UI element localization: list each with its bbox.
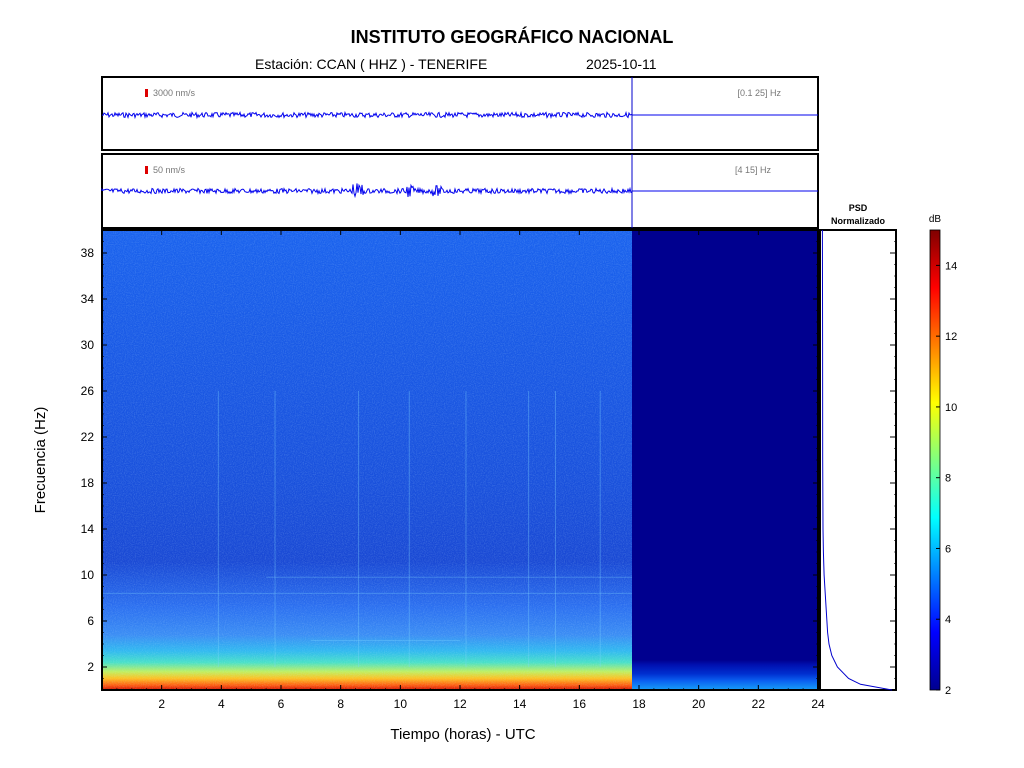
x-tick-label: 24 (811, 697, 825, 711)
y-tick-label: 34 (81, 292, 95, 306)
x-tick-label: 2 (158, 697, 165, 711)
y-tick-label: 38 (81, 246, 95, 260)
x-tick-label: 18 (632, 697, 646, 711)
y-tick-label: 14 (81, 522, 95, 536)
trace-1-scale-label: 3000 nm/s (153, 88, 196, 98)
psd-frame (819, 229, 897, 691)
x-axis: 2 4 6 8 10 12 14 16 18 20 22 24 (116, 230, 825, 711)
spectrogram-spectral-lines (102, 391, 634, 667)
spectrogram-no-data-area (632, 230, 818, 690)
colorbar-tick-label: 6 (945, 543, 951, 555)
y-tick-label: 30 (81, 338, 95, 352)
x-tick-label: 10 (394, 697, 408, 711)
colorbar-tick-label: 4 (945, 614, 951, 626)
trace-panel-1: 3000 nm/s [0.1 25] Hz (101, 76, 819, 151)
colorbar-tick-label: 2 (945, 685, 951, 697)
x-tick-label: 20 (692, 697, 706, 711)
y-axis-label: Frecuencia (Hz) (32, 407, 49, 514)
station-label: Estación: CCAN ( HHZ ) - TENERIFE (255, 56, 488, 72)
spectrogram: 2 4 6 8 10 12 14 16 18 20 22 24 261014182226303438 … (32, 229, 825, 743)
colorbar-ticks: 2 4 6 8 10 12 14 (936, 260, 957, 697)
y-tick-label: 10 (81, 568, 95, 582)
psd-ticks (890, 241, 896, 679)
y-tick-label: 2 (87, 660, 94, 674)
psd-curve (821, 229, 893, 691)
colorbar-label: dB (929, 214, 942, 225)
trace-2-scale-bar (145, 166, 148, 174)
x-tick-label: 14 (513, 697, 527, 711)
psd-subtitle: Normalizado (831, 216, 886, 226)
psd-panel: PSD Normalizado (819, 203, 897, 691)
trace-1-waveform (101, 110, 633, 120)
psd-title: PSD (849, 203, 868, 213)
y-tick-label: 18 (81, 476, 95, 490)
page-title: INSTITUTO GEOGRÁFICO NACIONAL (350, 27, 674, 47)
colorbar-tick-label: 10 (945, 402, 957, 414)
colorbar-tick-label: 12 (945, 331, 957, 343)
trace-2-scale-label: 50 nm/s (153, 165, 186, 175)
trace-1-scale-bar (145, 89, 148, 97)
x-tick-label: 12 (453, 697, 467, 711)
date-label: 2025-10-11 (586, 56, 657, 72)
x-tick-label: 4 (218, 697, 225, 711)
trace-panel-2: 50 nm/s [4 15] Hz (101, 153, 819, 229)
spectrogram-noise (102, 230, 632, 690)
x-tick-label: 8 (337, 697, 344, 711)
colorbar-tick-label: 14 (945, 260, 957, 272)
x-tick-label: 22 (752, 697, 766, 711)
colorbar: dB 2 4 6 8 10 12 14 (929, 214, 957, 697)
trace-2-band-label: [4 15] Hz (735, 165, 772, 175)
y-tick-label: 26 (81, 384, 95, 398)
x-tick-label: 6 (278, 697, 285, 711)
trace-1-band-label: [0.1 25] Hz (737, 88, 781, 98)
colorbar-tick-label: 8 (945, 473, 951, 485)
x-axis-label: Tiempo (horas) - UTC (390, 726, 535, 743)
x-tick-label: 16 (573, 697, 587, 711)
colorbar-scale (929, 229, 941, 691)
y-tick-label: 6 (87, 614, 94, 628)
trace-2-waveform (101, 183, 633, 199)
y-tick-label: 22 (81, 430, 95, 444)
